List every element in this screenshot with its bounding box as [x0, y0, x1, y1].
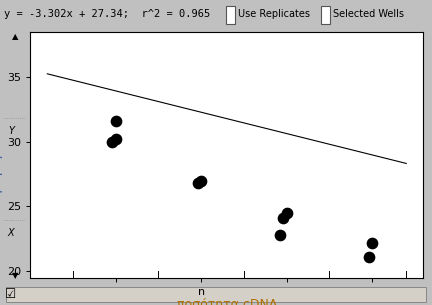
Point — [365, 254, 372, 259]
Text: ☑: ☑ — [5, 288, 16, 301]
Point — [109, 139, 116, 144]
Text: Y: Y — [8, 126, 14, 136]
Text: Selected Wells: Selected Wells — [333, 9, 403, 20]
Point — [283, 210, 290, 215]
Bar — [226, 6, 235, 24]
Point — [194, 181, 201, 186]
Text: Use Replicates: Use Replicates — [238, 9, 310, 20]
Point — [112, 119, 119, 124]
Y-axis label: Αριθμός κύκλων: Αριθμός κύκλων — [0, 109, 3, 200]
Point — [198, 178, 205, 183]
Point — [112, 137, 119, 142]
Point — [280, 216, 287, 221]
Text: y = -3.302x + 27.34;  r^2 = 0.965: y = -3.302x + 27.34; r^2 = 0.965 — [4, 9, 210, 20]
Text: ▲: ▲ — [12, 32, 19, 41]
Bar — [6, 287, 426, 302]
Point — [276, 232, 283, 237]
Text: X: X — [8, 228, 15, 238]
X-axis label: ποσότητα cDNA: ποσότητα cDNA — [177, 298, 277, 305]
Point — [368, 240, 375, 245]
Bar — [321, 6, 330, 24]
Text: ▼: ▼ — [12, 271, 19, 281]
